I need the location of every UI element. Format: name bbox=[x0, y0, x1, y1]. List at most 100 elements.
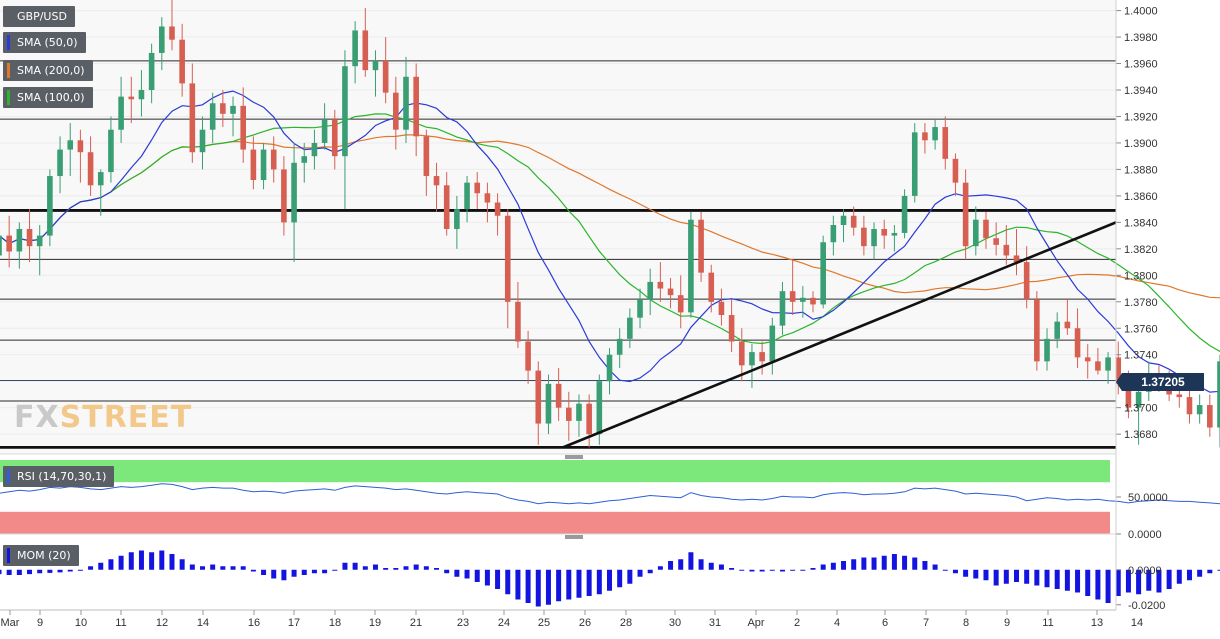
candle-body bbox=[861, 228, 867, 247]
candle-body bbox=[434, 176, 440, 185]
candle-body bbox=[57, 150, 63, 176]
mom-bar bbox=[933, 565, 938, 570]
x-tick-label: 21 bbox=[410, 617, 422, 629]
mom-bar bbox=[617, 570, 622, 588]
candle-body bbox=[1044, 339, 1050, 362]
candle-body bbox=[271, 150, 277, 170]
mom-bar bbox=[322, 570, 327, 574]
candle-body bbox=[190, 83, 196, 152]
candle-body bbox=[525, 341, 531, 370]
candle-body bbox=[139, 90, 145, 99]
candle-body bbox=[668, 289, 674, 296]
candle-body bbox=[291, 163, 297, 223]
candle-body bbox=[220, 103, 226, 114]
candle-body bbox=[128, 97, 134, 100]
sma200-label-text: SMA (200,0) bbox=[17, 64, 85, 77]
y-tick-label: 1.3840 bbox=[1124, 217, 1158, 229]
candle-body bbox=[973, 220, 979, 246]
symbol-label-text: GBP/USD bbox=[17, 10, 67, 23]
candle-body bbox=[942, 127, 948, 159]
x-tick-label: Mar bbox=[1, 617, 20, 629]
last-price-value: 1.37205 bbox=[1141, 375, 1184, 389]
sma50-label[interactable]: SMA (50,0) bbox=[3, 32, 86, 53]
mom-bar bbox=[159, 551, 164, 570]
mom-bar bbox=[129, 552, 134, 570]
candle-body bbox=[332, 119, 338, 156]
candle-body bbox=[17, 229, 23, 252]
y-tick-label: 1.3880 bbox=[1124, 164, 1158, 176]
y-tick-label: 1.3940 bbox=[1124, 85, 1158, 97]
candle-body bbox=[749, 352, 755, 365]
mom-bar bbox=[119, 556, 124, 570]
symbol-label[interactable]: GBP/USD bbox=[3, 6, 75, 27]
candle-body bbox=[556, 384, 562, 408]
mom-bar bbox=[1034, 570, 1039, 586]
mom-bar bbox=[994, 570, 999, 586]
candle-body bbox=[301, 156, 307, 163]
y-tick-label: 1.4000 bbox=[1124, 6, 1158, 18]
sma100-label[interactable]: SMA (100,0) bbox=[3, 87, 93, 108]
mom-bar bbox=[790, 570, 795, 571]
candle-body bbox=[678, 295, 684, 312]
mom-bar bbox=[515, 570, 520, 600]
mom-bar bbox=[98, 563, 103, 570]
mom-y-tick-label: -0.0200 bbox=[1128, 600, 1165, 612]
candle-body bbox=[454, 209, 460, 229]
candle-body bbox=[37, 236, 43, 247]
candle-body bbox=[261, 150, 267, 180]
rsi-label-text: RSI (14,70,30,1) bbox=[17, 470, 106, 483]
mom-bar bbox=[281, 570, 286, 581]
candle-body bbox=[6, 236, 12, 252]
sma200-swatch bbox=[7, 63, 10, 78]
mom-bar bbox=[7, 570, 12, 575]
x-tick-label: 6 bbox=[882, 617, 888, 629]
candle-body bbox=[1187, 397, 1193, 414]
candle-body bbox=[67, 140, 73, 149]
mom-bar bbox=[1177, 570, 1182, 584]
candle-body bbox=[698, 220, 704, 273]
x-tick-label: 9 bbox=[1004, 617, 1010, 629]
candle-body bbox=[322, 119, 328, 143]
mom-bar bbox=[292, 570, 297, 577]
mom-label[interactable]: MOM (20) bbox=[3, 545, 79, 566]
candle-body bbox=[1034, 299, 1040, 361]
candle-body bbox=[739, 341, 745, 365]
mom-bar bbox=[739, 570, 744, 571]
x-tick-label: 14 bbox=[1131, 617, 1143, 629]
candle-body bbox=[1085, 357, 1091, 361]
mom-bar bbox=[231, 566, 236, 570]
candle-body bbox=[363, 30, 369, 70]
candle-body bbox=[505, 216, 511, 302]
mom-bar bbox=[342, 563, 347, 570]
candle-body bbox=[312, 143, 318, 156]
rsi-y-tick-label: 0.0000 bbox=[1128, 529, 1162, 541]
resize-handle-1[interactable] bbox=[565, 455, 583, 459]
mom-bar bbox=[200, 566, 205, 570]
rsi-label[interactable]: RSI (14,70,30,1) bbox=[3, 466, 114, 487]
mom-bar bbox=[190, 565, 195, 570]
x-tick-label: Apr bbox=[747, 617, 764, 629]
candle-body bbox=[617, 339, 623, 355]
resize-handle-2[interactable] bbox=[565, 535, 583, 539]
mom-bar bbox=[1167, 570, 1172, 589]
mom-bar bbox=[302, 570, 307, 575]
sma200-label[interactable]: SMA (200,0) bbox=[3, 60, 93, 81]
y-tick-label: 1.3680 bbox=[1124, 429, 1158, 441]
y-tick-label: 1.3800 bbox=[1124, 270, 1158, 282]
candle-body bbox=[1075, 328, 1081, 357]
candle-body bbox=[963, 183, 969, 247]
candle-body bbox=[200, 130, 206, 153]
mom-bar bbox=[902, 556, 907, 570]
candle-body bbox=[230, 106, 236, 114]
mom-bar bbox=[831, 563, 836, 570]
x-tick-label: 19 bbox=[369, 617, 381, 629]
mom-bar bbox=[892, 554, 897, 570]
mom-bar bbox=[241, 566, 246, 570]
candle-body bbox=[851, 216, 857, 228]
candle-body bbox=[586, 404, 592, 434]
mom-bar bbox=[770, 570, 775, 571]
candle-body bbox=[1197, 405, 1203, 414]
mom-bar bbox=[668, 561, 673, 570]
